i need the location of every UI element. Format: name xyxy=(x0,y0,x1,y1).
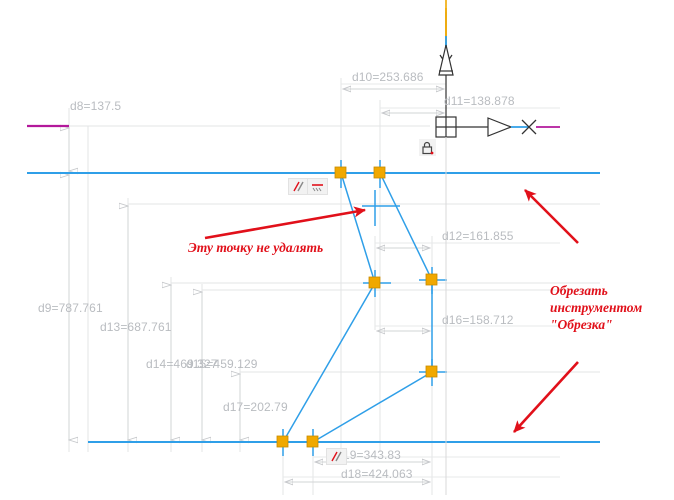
trim-arrow-bottom xyxy=(513,361,579,433)
point-5 xyxy=(425,365,438,378)
dimension-label-d12[interactable]: d12=161.855 xyxy=(442,229,514,243)
model-edges xyxy=(27,124,600,443)
extension-lines xyxy=(68,78,600,495)
dimension-lines xyxy=(69,83,560,482)
point-6 xyxy=(276,435,289,448)
dimension-label-d9[interactable]: d9=787.761 xyxy=(38,301,103,315)
dimension-label-d18[interactable]: d18=424.063 xyxy=(341,467,413,481)
point-4 xyxy=(425,273,438,286)
dimension-label-d10[interactable]: d10=253.686 xyxy=(352,70,424,84)
dimension-label-d8[interactable]: d8=137.5 xyxy=(70,99,122,113)
dimension-label-d17[interactable]: d17=202.79 xyxy=(223,400,288,414)
trim-arrow-top xyxy=(524,189,579,244)
dimension-label-d15[interactable]: d15=459.129 xyxy=(186,357,258,371)
parallel-constraint-icon-2[interactable] xyxy=(326,448,347,465)
dimension-label-d11[interactable]: d11=138.878 xyxy=(444,94,515,108)
fixed-constraint-icon[interactable] xyxy=(307,178,328,195)
sketch-origin xyxy=(435,0,560,495)
keep-point-arrow xyxy=(204,206,366,240)
point-3 xyxy=(368,276,381,289)
parallel-constraint-icon[interactable] xyxy=(288,178,309,195)
padlock-icon[interactable] xyxy=(419,139,436,156)
trim-tool-note: Обрезать инструментом "Обрезка" xyxy=(550,283,643,332)
dimension-label-d19[interactable]: 19=343.83 xyxy=(343,448,401,462)
point-7 xyxy=(306,435,319,448)
dimension-label-d14[interactable]: d14=469.327 xyxy=(146,357,218,371)
dimension-label-d16[interactable]: d16=158.712 xyxy=(442,313,514,327)
dimension-label-d13[interactable]: d13=687.761 xyxy=(100,320,172,334)
point-2 xyxy=(373,166,386,179)
sketch-points xyxy=(276,166,438,448)
point-1 xyxy=(334,166,347,179)
keep-point-note: Эту точку не удалять xyxy=(188,240,324,255)
annotation-arrows xyxy=(204,189,579,433)
